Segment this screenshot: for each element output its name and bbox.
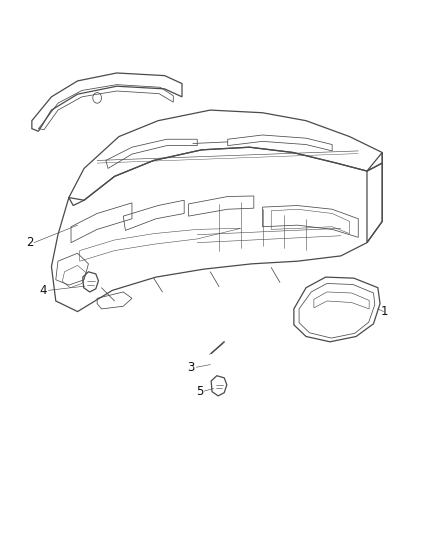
Text: 5: 5 (196, 385, 203, 398)
Text: 3: 3 (187, 361, 194, 374)
Text: 4: 4 (39, 284, 46, 297)
Text: 2: 2 (26, 236, 33, 249)
Text: 1: 1 (381, 305, 388, 318)
